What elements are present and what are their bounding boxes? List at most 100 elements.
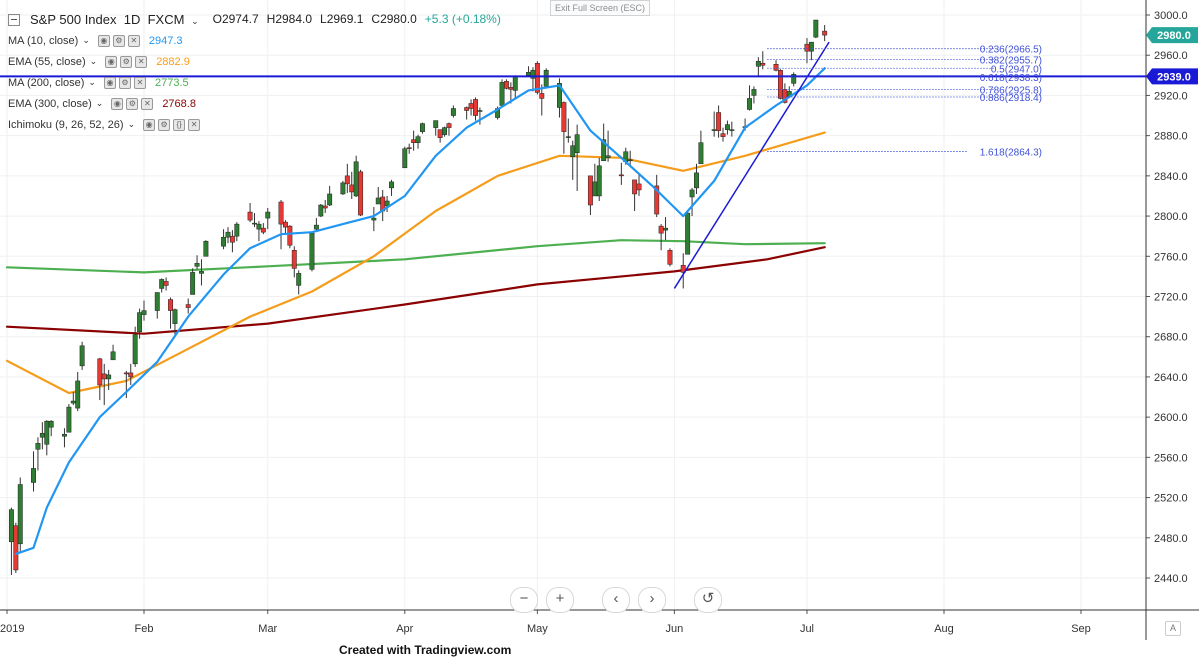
candle-body (557, 83, 562, 108)
candle-body (282, 221, 288, 228)
chevron-down-icon[interactable]: ⌄ (191, 15, 199, 26)
candle (464, 106, 470, 120)
candle (221, 229, 227, 250)
candle (716, 105, 722, 138)
candle (44, 420, 50, 456)
candle-body (168, 299, 173, 311)
ohlc-change: +5.3 (+0.18%) (424, 12, 501, 26)
settings-icon[interactable]: ⚙ (118, 76, 131, 89)
candle-body (601, 139, 607, 162)
candle (557, 78, 562, 118)
candle (185, 298, 191, 314)
chevron-down-icon[interactable]: ⌄ (95, 98, 104, 108)
candle-body (402, 148, 408, 169)
candle (755, 57, 761, 78)
symbol-title[interactable]: S&P 500 Index (30, 11, 117, 27)
candle (724, 120, 730, 135)
candle-body (751, 89, 757, 96)
symbol-header: S&P 500 Index 1D FXCM ⌄ O2974.7 H2984.0 … (8, 10, 509, 28)
settings-icon[interactable]: ⚙ (158, 118, 171, 131)
candle-body (813, 19, 819, 38)
candle-body (406, 147, 412, 149)
indicator-name[interactable]: MA (10, close) (8, 34, 79, 47)
settings-icon[interactable]: ⚙ (120, 55, 133, 68)
y-tick-label: 2520.0 (1154, 493, 1188, 505)
candle-body (680, 265, 686, 273)
reset-chart-button[interactable]: ↺ (694, 587, 722, 613)
close-icon[interactable]: ✕ (135, 55, 148, 68)
candle-body (265, 211, 271, 219)
scroll-right-button[interactable]: › (638, 587, 666, 613)
candle-body (685, 212, 691, 255)
candle-body (79, 345, 85, 367)
eye-icon[interactable]: ◉ (143, 118, 156, 131)
x-tick-label: Sep (1071, 623, 1091, 635)
candle (632, 179, 638, 212)
candle (822, 25, 828, 42)
chart-toolbar: − + ‹ › ↺ (510, 587, 722, 613)
close-icon[interactable]: ✕ (127, 34, 140, 47)
candle (402, 146, 408, 169)
candle-body (543, 70, 549, 87)
candle-body (747, 98, 752, 110)
x-tick-label: Aug (934, 623, 954, 635)
eye-icon[interactable]: ◉ (105, 55, 118, 68)
close-icon[interactable]: ✕ (141, 97, 154, 110)
fib-level-label: 1.618(2864.3) (980, 147, 1042, 158)
candle (592, 163, 598, 197)
auto-scale-button[interactable]: A (1165, 621, 1181, 636)
settings-icon[interactable]: ⚙ (126, 97, 139, 110)
candle (760, 51, 766, 70)
eye-icon[interactable]: ◉ (103, 76, 116, 89)
candle-body (349, 184, 355, 193)
eye-icon[interactable]: ◉ (97, 34, 110, 47)
candle-body (415, 136, 421, 143)
indicator-row: EMA (55, close) ⌄ ◉ ⚙ ✕ 2882.9 (8, 51, 509, 72)
scroll-left-button[interactable]: ‹ (602, 587, 630, 613)
candle (389, 179, 394, 196)
eye-icon[interactable]: ◉ (111, 97, 124, 110)
candle-body (627, 159, 633, 162)
candle (75, 371, 81, 412)
exit-fullscreen-button[interactable]: Exit Full Screen (ESC) (550, 0, 650, 16)
candle-body (199, 271, 204, 274)
candle (340, 180, 346, 195)
candle-body (229, 235, 235, 243)
source-code-icon[interactable]: {} (173, 118, 186, 131)
candle-body (729, 129, 735, 131)
candle-body (190, 272, 196, 295)
candle-body (508, 87, 514, 90)
indicator-name[interactable]: EMA (55, close) (8, 55, 86, 68)
price-tag: 2939.0 (1146, 68, 1198, 85)
candle-body (760, 63, 766, 66)
candle (747, 85, 752, 111)
close-icon[interactable]: ✕ (188, 118, 201, 131)
indicator-name[interactable]: Ichimoku (9, 26, 52, 26) (8, 118, 124, 131)
chevron-down-icon[interactable]: ⌄ (127, 119, 136, 129)
chevron-down-icon[interactable]: ⌄ (82, 35, 90, 45)
candle-body (287, 225, 293, 246)
collapse-legend-icon[interactable] (8, 14, 20, 26)
zoom-out-button[interactable]: − (510, 587, 538, 613)
settings-icon[interactable]: ⚙ (112, 34, 125, 47)
candle-body (389, 181, 394, 189)
candle (163, 277, 169, 291)
zoom-in-button[interactable]: + (546, 587, 574, 613)
indicator-name[interactable]: EMA (300, close) (8, 97, 92, 110)
candle (265, 208, 271, 230)
chevron-down-icon[interactable]: ⌄ (88, 77, 96, 87)
candle-body (66, 406, 72, 433)
ohlc-open: O2974.7 (212, 12, 259, 26)
close-icon[interactable]: ✕ (133, 76, 146, 89)
candle-body (203, 240, 209, 257)
candle-body (791, 74, 797, 84)
indicator-name[interactable]: MA (200, close) (8, 76, 85, 89)
candle (375, 186, 381, 205)
y-tick-label: 2960.0 (1154, 50, 1188, 62)
chevron-down-icon[interactable]: ⌄ (89, 56, 98, 66)
interval[interactable]: 1D (123, 11, 141, 27)
candle-body (106, 374, 112, 380)
candle (128, 363, 134, 385)
candle-body (384, 200, 390, 207)
